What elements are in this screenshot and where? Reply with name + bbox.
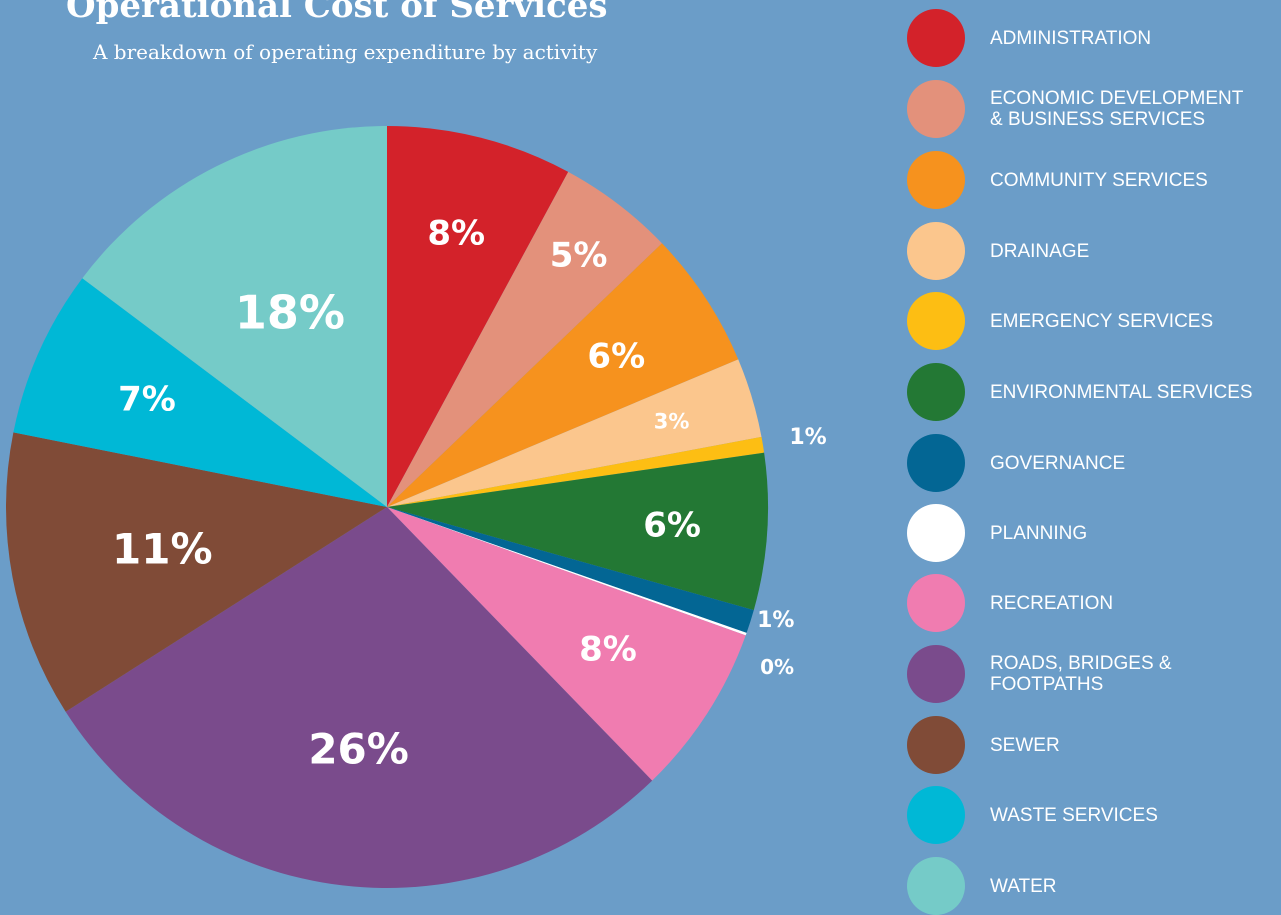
chart-title: Operational Cost of Services <box>66 0 608 26</box>
legend-swatch <box>907 151 965 209</box>
slice-value-label: 7% <box>118 380 176 420</box>
pie-slice-recreation <box>387 507 746 781</box>
chart-subtitle: A breakdown of operating expenditure by … <box>93 40 598 64</box>
legend-label: ROADS, BRIDGES & FOOTPATHS <box>990 653 1172 695</box>
slice-value-label: 1% <box>757 608 794 633</box>
slice-value-label: 5% <box>550 235 608 275</box>
slice-value-label: 11% <box>112 525 213 574</box>
pie-slice-drainage <box>387 359 762 507</box>
legend-swatch <box>907 363 965 421</box>
slice-value-label: 18% <box>235 286 345 340</box>
pie-slice-emergency-services <box>387 436 765 507</box>
legend-label: COMMUNITY SERVICES <box>990 169 1208 191</box>
slice-value-label: 1% <box>789 425 826 450</box>
pie-slice-sewer <box>6 432 388 712</box>
legend-swatch <box>907 9 965 67</box>
legend-swatch <box>907 504 965 562</box>
legend-label: PLANNING <box>990 522 1088 544</box>
pie-slice-roads-bridges-footpaths <box>65 507 653 888</box>
legend-label: GOVERNANCE <box>990 452 1126 474</box>
pie-slice-economic-development-business-services <box>387 171 662 507</box>
legend-label: ECONOMIC DEVELOPMENT & BUSINESS SERVICES <box>990 88 1244 130</box>
legend-swatch <box>907 857 965 915</box>
slice-value-label: 26% <box>308 725 409 774</box>
pie-slice-governance <box>387 507 754 633</box>
legend-swatch <box>907 434 965 492</box>
legend-swatch <box>907 786 965 844</box>
legend-label: EMERGENCY SERVICES <box>990 310 1214 332</box>
legend-swatch <box>907 574 965 632</box>
slice-value-label: 8% <box>579 629 637 669</box>
pie-slice-administration <box>387 126 569 507</box>
legend-label: ADMINISTRATION <box>990 27 1152 49</box>
slice-value-label: 0% <box>760 655 794 679</box>
legend-swatch <box>907 716 965 774</box>
legend-swatch <box>907 222 965 280</box>
legend-label: WASTE SERVICES <box>990 804 1158 826</box>
pie-slice-environmental-services <box>387 452 768 611</box>
legend-swatch <box>907 645 965 703</box>
pie-slice-waste-services <box>13 278 387 507</box>
legend-swatch <box>907 292 965 350</box>
slice-value-label: 6% <box>587 336 645 376</box>
legend-label: SEWER <box>990 734 1060 756</box>
legend-label: RECREATION <box>990 592 1114 614</box>
legend-label: DRAINAGE <box>990 240 1090 262</box>
legend-label: ENVIRONMENTAL SERVICES <box>990 381 1253 403</box>
pie-slice-water <box>82 126 387 507</box>
pie-slice-planning <box>387 507 747 636</box>
slice-value-label: 6% <box>643 506 701 546</box>
legend-swatch <box>907 80 965 138</box>
pie-slice-community-services <box>387 243 739 508</box>
legend-label: WATER <box>990 875 1057 897</box>
slice-value-label: 8% <box>427 214 485 254</box>
slice-value-label: 3% <box>654 410 690 434</box>
